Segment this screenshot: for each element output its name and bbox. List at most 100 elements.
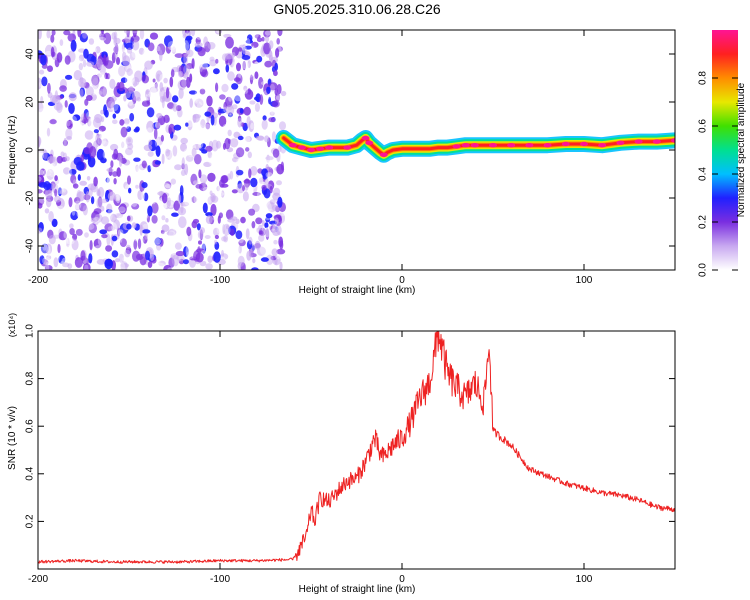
noise-blob	[214, 239, 218, 245]
noise-blob	[243, 137, 247, 149]
ridge-peak	[489, 143, 497, 148]
noise-blob	[255, 217, 263, 225]
noise-blob	[119, 189, 127, 194]
noise-blob	[77, 30, 82, 38]
noise-blob	[58, 231, 67, 241]
noise-blob	[113, 104, 120, 110]
noise-blob	[155, 193, 160, 203]
noise-blob	[268, 50, 273, 61]
noise-blob	[86, 61, 95, 67]
noise-blob	[164, 181, 172, 190]
noise-blob	[154, 137, 160, 148]
noise-blob	[246, 212, 251, 225]
noise-blob	[142, 48, 148, 61]
noise-blob	[38, 197, 45, 206]
noise-blob	[105, 73, 111, 80]
noise-blob	[113, 35, 118, 46]
noise-blob	[258, 230, 264, 236]
ridge-peak	[671, 138, 675, 143]
noise-blob	[114, 37, 121, 45]
noise-blob	[242, 60, 246, 71]
noise-blob	[149, 158, 154, 171]
noise-blob	[194, 180, 199, 185]
noise-blob	[115, 191, 122, 201]
noise-blob	[72, 233, 78, 241]
noise-blob	[231, 52, 236, 58]
noise-blob	[267, 180, 275, 190]
noise-blob	[244, 37, 251, 46]
snr-series	[38, 331, 675, 564]
noise-blob	[207, 42, 216, 50]
noise-blob	[167, 228, 177, 236]
noise-blob	[56, 101, 63, 114]
noise-blob	[215, 104, 221, 109]
noise-blob	[46, 127, 51, 137]
noise-blob	[100, 157, 107, 164]
noise-blob	[133, 157, 141, 162]
noise-blob	[154, 227, 158, 234]
noise-blob	[210, 114, 215, 126]
noise-blob	[194, 98, 204, 108]
noise-blob	[180, 137, 188, 145]
noise-blob	[184, 197, 192, 206]
noise-blob	[179, 100, 184, 105]
noise-blob	[261, 220, 265, 227]
noise-blob	[147, 42, 155, 52]
y-tick-label: 1.0	[25, 324, 36, 338]
noise-blob	[98, 129, 103, 135]
noise-blob	[113, 126, 121, 137]
noise-blob	[60, 48, 69, 56]
noise-blob	[38, 227, 43, 234]
noise-blob	[79, 88, 84, 98]
noise-blob	[117, 229, 124, 236]
noise-blob	[180, 143, 187, 152]
noise-blob	[249, 74, 254, 85]
noise-blob	[210, 153, 219, 161]
noise-blob	[46, 30, 51, 39]
noise-blob	[246, 240, 253, 250]
noise-blob	[156, 45, 161, 52]
noise-blob	[265, 228, 270, 241]
noise-blob	[261, 69, 268, 78]
noise-blob	[214, 241, 220, 250]
noise-blob	[146, 214, 150, 223]
noise-blob	[139, 253, 147, 266]
noise-blob	[207, 255, 213, 263]
noise-blob	[252, 258, 256, 264]
noise-blob	[71, 82, 78, 90]
noise-blob	[171, 219, 179, 231]
x-tick-label: -100	[210, 275, 230, 286]
noise-blob	[85, 191, 90, 203]
noise-blob	[147, 261, 153, 268]
noise-blob	[156, 73, 161, 83]
noise-blob	[63, 137, 67, 147]
noise-blob	[50, 46, 55, 58]
noise-blob	[156, 122, 160, 129]
noise-blob	[92, 47, 97, 53]
noise-blob	[99, 140, 109, 147]
noise-blob	[122, 255, 131, 263]
noise-blob	[64, 100, 68, 108]
noise-blob	[173, 168, 177, 175]
noise-blob	[47, 245, 51, 257]
noise-blob	[216, 223, 221, 234]
noise-blob	[159, 49, 163, 62]
noise-blob	[162, 182, 171, 195]
noise-blob	[242, 191, 249, 202]
noise-blob	[80, 250, 86, 261]
noise-blob	[106, 177, 112, 187]
noise-blob	[80, 154, 85, 163]
noise-blob	[261, 36, 265, 42]
noise-blob	[93, 208, 102, 215]
noise-blob	[118, 205, 126, 212]
noise-blob	[86, 53, 95, 63]
noise-blob	[248, 120, 255, 132]
noise-blob	[75, 228, 83, 236]
colorbar-gradient	[712, 30, 738, 270]
noise-blob	[71, 239, 79, 251]
noise-blob	[38, 251, 43, 257]
noise-blob	[247, 151, 252, 159]
noise-blob	[224, 137, 231, 150]
noise-blob	[167, 267, 177, 270]
y-tick-label: 0.8	[25, 371, 36, 385]
